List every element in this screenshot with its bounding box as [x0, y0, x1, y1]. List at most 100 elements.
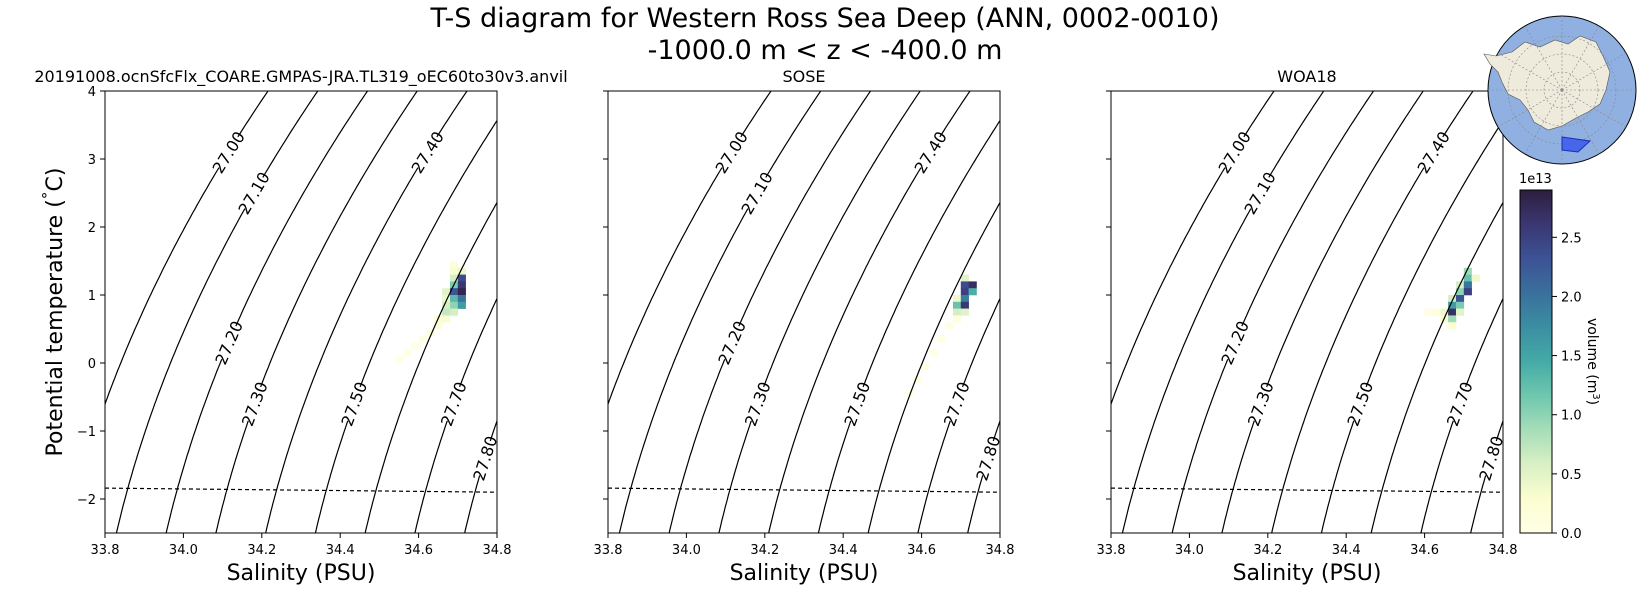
x-tick-label: 34.0	[169, 543, 198, 558]
heatmap-cell	[1448, 308, 1457, 316]
density-contour-line	[917, 297, 1000, 533]
heatmap-cell	[1440, 308, 1449, 316]
contour-label: 27.50	[337, 379, 371, 429]
contour-label: 27.10	[1240, 169, 1279, 218]
x-tick-label: 34.2	[750, 543, 779, 558]
colorbar-tick-label: 0.0	[1561, 527, 1582, 542]
panel-title: SOSE	[782, 67, 825, 86]
x-tick-label: 34.4	[1332, 543, 1361, 558]
contour-label-background	[942, 384, 971, 424]
heatmap-cell	[1455, 308, 1465, 316]
density-contour-line	[165, 91, 368, 533]
heatmap-cell	[1424, 308, 1433, 316]
density-contour-line	[867, 201, 1000, 533]
freezing-line	[104, 487, 498, 493]
inset-region-highlight	[1561, 136, 1592, 153]
heatmap-cell	[1448, 295, 1457, 303]
contour-label: 27.00	[712, 128, 752, 177]
heatmap-cell	[968, 288, 977, 296]
contour-label-background	[1217, 132, 1251, 172]
density-contour-line	[967, 419, 1000, 533]
colorbar: 0.0 0.5 1.0 1.5 2.0 2.5 1e13 volume (m3)	[1519, 172, 1602, 542]
heatmap-cell	[960, 281, 969, 289]
heatmap-cell	[434, 322, 443, 330]
heatmap-cell	[457, 267, 466, 275]
contour-label: 27.70	[1443, 379, 1477, 429]
density-contour-line	[314, 119, 497, 533]
contour-label: 27.00	[1215, 128, 1255, 177]
heatmap-cell	[457, 274, 466, 282]
y-axis-label: Potential temperature (°C)	[39, 168, 68, 457]
colorbar-tick-label: 1.5	[1561, 350, 1582, 365]
axes-frame	[104, 90, 498, 534]
heatmap-cell	[442, 288, 451, 296]
heatmap-cell	[921, 363, 930, 371]
heatmap-cell	[442, 308, 451, 316]
contour-label: 27.70	[437, 379, 471, 429]
contour-label: 27.30	[238, 379, 272, 429]
heatmap-cell	[457, 301, 466, 309]
contour-label: 27.50	[840, 379, 874, 429]
density-contour-line	[668, 91, 871, 533]
contour-label-background	[1416, 132, 1450, 172]
heatmap-cell	[952, 295, 962, 303]
heatmap-cell	[442, 301, 451, 309]
contour-label-background	[913, 132, 947, 172]
colorbar-tick-label: 0.5	[1561, 468, 1582, 483]
density-contour-line	[105, 91, 269, 406]
contour-label-background	[214, 322, 244, 363]
heatmap-cell	[1455, 288, 1465, 296]
heatmap-cell	[442, 315, 451, 323]
contour-label: 27.20	[714, 318, 750, 368]
density-contours	[608, 91, 1000, 533]
x-axis-label: Salinity (PSU)	[1233, 561, 1382, 586]
heatmap-cell	[402, 349, 412, 357]
contour-label: 27.80	[469, 434, 501, 483]
heatmap-cell	[937, 335, 946, 343]
density-contour-line	[1111, 91, 1275, 406]
contour-label-background	[1346, 384, 1374, 424]
contour-label: 27.40	[408, 128, 448, 177]
contour-label-background	[410, 132, 444, 172]
colorbar-exponent: 1e13	[1519, 172, 1552, 187]
contour-label-background	[471, 438, 498, 478]
heatmap-cell	[913, 376, 922, 384]
heatmap-cell	[960, 274, 969, 282]
colorbar-tick-label: 1.0	[1561, 409, 1582, 424]
heatmap-cell	[426, 329, 435, 337]
figure-title-line1: T-S diagram for Western Ross Sea Deep (A…	[429, 3, 1219, 34]
axes-frame	[607, 90, 1001, 534]
contour-label-background	[1445, 384, 1474, 424]
x-tick-label: 34.6	[907, 543, 936, 558]
density-contour-line	[1221, 91, 1424, 533]
density-contour-line	[514, 91, 715, 533]
contour-label-background	[1477, 438, 1504, 478]
density-contour-line	[265, 91, 468, 533]
x-tick-label: 34.2	[1253, 543, 1282, 558]
heatmap-cell	[449, 308, 459, 316]
heatmap-cell	[952, 301, 962, 309]
contour-label-background	[240, 384, 269, 424]
y-tick-label: 0	[88, 357, 96, 372]
contour-label: 27.40	[911, 128, 951, 177]
heatmap-cell	[442, 295, 451, 303]
contour-label: 27.30	[741, 379, 775, 429]
heatmap-cell	[1432, 308, 1441, 316]
x-tick-label: 34.8	[986, 543, 1015, 558]
x-tick-label: 33.8	[1097, 543, 1126, 558]
contour-label-background	[237, 173, 270, 213]
heatmap-cell	[1455, 301, 1465, 309]
y-tick-label: 1	[88, 289, 96, 304]
x-tick-label: 34.4	[829, 543, 858, 558]
freezing-line	[607, 487, 1001, 493]
heatmap-cell	[457, 281, 466, 289]
heatmap-cell	[449, 301, 459, 309]
figure-title-line2: -1000.0 m < z < -400.0 m	[648, 35, 1003, 66]
heatmap-cell	[1448, 315, 1457, 323]
contour-label-background	[1243, 173, 1276, 213]
contour-label: 27.30	[1244, 379, 1278, 429]
contour-label: 27.80	[1475, 434, 1507, 483]
x-tick-label: 33.8	[91, 543, 120, 558]
heatmap-cell	[960, 308, 969, 316]
density-contour-line	[1420, 297, 1503, 533]
